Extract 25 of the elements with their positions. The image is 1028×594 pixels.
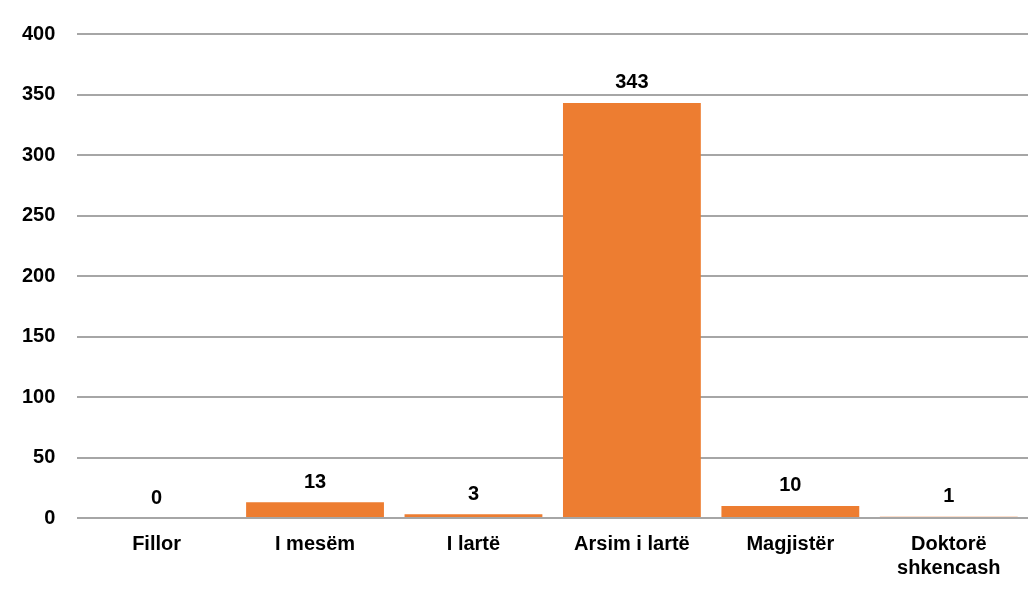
- data-label: 0: [151, 485, 163, 508]
- data-label: 343: [615, 70, 649, 93]
- y-tick-label: 350: [21, 82, 56, 105]
- data-label: 1: [943, 484, 955, 507]
- bar: [246, 502, 384, 517]
- data-label: 10: [779, 473, 802, 496]
- bar: [721, 505, 860, 517]
- bar: [404, 514, 543, 517]
- x-tick-label: I mesëm: [275, 531, 356, 554]
- x-tick-label: I lartë: [446, 531, 501, 554]
- y-tick-label: 250: [21, 203, 56, 226]
- data-label: 13: [303, 469, 327, 492]
- bar: [562, 102, 701, 517]
- y-tick-label: 150: [21, 324, 56, 347]
- data-label: 3: [467, 481, 480, 504]
- y-tick-label: 100: [21, 384, 56, 407]
- y-tick-label: 400: [21, 21, 56, 44]
- x-tick-label: Arsim i lartë: [574, 531, 690, 554]
- y-tick-label: 300: [21, 142, 56, 165]
- y-tick-label: 200: [21, 263, 56, 286]
- x-tick-label: Doktorë shkencash: [897, 531, 1001, 578]
- x-tick-label: Magjistër: [746, 531, 835, 554]
- y-tick-label: 50: [33, 445, 56, 468]
- y-tick-label: 0: [44, 505, 56, 528]
- x-tick-label: Fillor: [132, 531, 182, 554]
